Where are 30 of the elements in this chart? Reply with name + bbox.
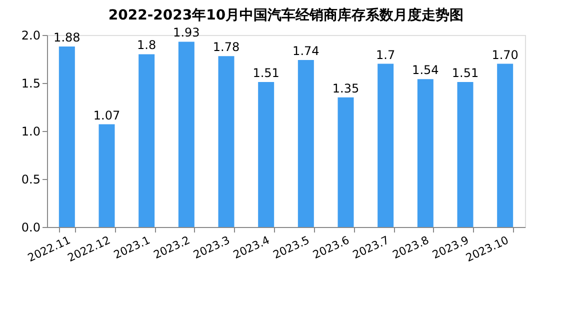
- data-label: 1.93: [173, 26, 200, 40]
- data-label: 1.51: [252, 66, 280, 80]
- data-label: 1.07: [93, 108, 120, 122]
- data-label: 1.70: [492, 48, 518, 62]
- bar: [58, 46, 75, 227]
- bar: [138, 54, 155, 227]
- data-label: 1.35: [332, 81, 360, 96]
- data-label: 1.51: [452, 66, 479, 80]
- bar: [98, 124, 115, 227]
- bar: [218, 56, 234, 227]
- bar: [258, 82, 274, 227]
- y-tick-label: 2.0: [21, 28, 40, 42]
- bar: [178, 42, 194, 227]
- data-label: 1.7: [376, 48, 396, 62]
- bar: [457, 82, 474, 227]
- data-label: 1.8: [137, 38, 156, 52]
- y-tick-label: 0.5: [21, 172, 40, 186]
- bar: [298, 60, 314, 227]
- data-label: 1.74: [292, 44, 320, 58]
- y-tick-label: 0.0: [21, 220, 40, 234]
- chart-title: 2022-2023年10月中国汽车经销商库存系数月度走势图: [108, 6, 464, 24]
- data-label: 1.54: [412, 63, 439, 78]
- bar: [378, 64, 394, 227]
- data-label: 1.78: [212, 40, 240, 54]
- bar: [338, 97, 354, 227]
- data-label: 1.88: [54, 30, 80, 45]
- y-tick-label: 1.5: [21, 76, 40, 90]
- bar: [497, 64, 514, 227]
- bar: [417, 79, 434, 227]
- y-tick-label: 1.0: [21, 124, 40, 138]
